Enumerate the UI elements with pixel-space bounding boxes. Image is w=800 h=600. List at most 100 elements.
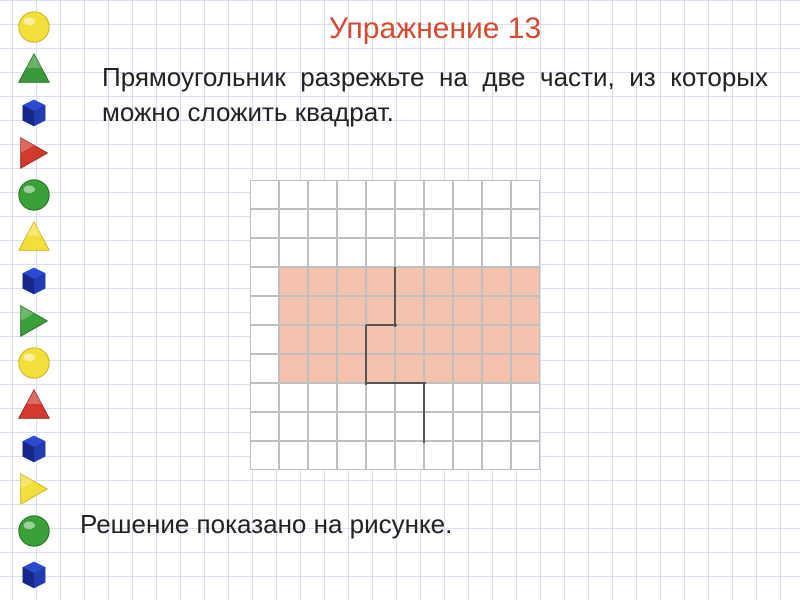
grid-cell	[308, 412, 337, 441]
circle-icon	[15, 512, 53, 550]
grid-cell	[337, 412, 366, 441]
problem-text: Прямоугольник разрежьте на две части, из…	[80, 46, 790, 130]
grid-cell	[337, 325, 366, 354]
grid-cell	[453, 180, 482, 209]
grid-cell	[482, 180, 511, 209]
grid-cell	[511, 180, 540, 209]
grid-cell	[308, 267, 337, 296]
grid-cell	[453, 383, 482, 412]
grid-cell	[308, 441, 337, 470]
triangle-up-icon	[15, 386, 53, 424]
grid-cell	[424, 209, 453, 238]
cut-line	[365, 325, 367, 385]
cube-icon	[15, 428, 53, 466]
grid-cell	[337, 441, 366, 470]
grid-cell	[366, 238, 395, 267]
grid-cell	[337, 296, 366, 325]
grid-cell	[250, 238, 279, 267]
grid-cell	[250, 325, 279, 354]
grid-cell	[482, 238, 511, 267]
grid-cell	[511, 441, 540, 470]
grid-cell	[250, 267, 279, 296]
grid-cell	[424, 383, 453, 412]
grid-cell	[511, 354, 540, 383]
triangle-up-icon	[15, 50, 53, 88]
grid-cell	[337, 238, 366, 267]
grid-cell	[453, 267, 482, 296]
cube-icon	[15, 554, 53, 592]
grid-cell	[395, 354, 424, 383]
grid-cell	[337, 267, 366, 296]
grid-cell	[482, 412, 511, 441]
grid-cell	[308, 325, 337, 354]
grid-cell	[250, 296, 279, 325]
grid-cell	[424, 325, 453, 354]
grid-cell	[424, 180, 453, 209]
grid-cell	[366, 412, 395, 441]
grid-cell	[279, 412, 308, 441]
grid-cell	[366, 296, 395, 325]
grid-cell	[279, 441, 308, 470]
grid-cell	[511, 296, 540, 325]
grid-cell	[511, 238, 540, 267]
grid-cell	[250, 180, 279, 209]
grid-cell	[424, 238, 453, 267]
grid-cell	[366, 325, 395, 354]
grid-cell	[308, 180, 337, 209]
grid-cell	[395, 383, 424, 412]
circle-icon	[15, 8, 53, 46]
grid-cell	[395, 325, 424, 354]
grid-cell	[250, 441, 279, 470]
grid-cell	[395, 441, 424, 470]
triangle-right-icon	[15, 134, 53, 172]
grid-cell	[250, 383, 279, 412]
page-title: Упражнение 13	[80, 0, 790, 46]
grid-cell	[279, 209, 308, 238]
grid-cell	[482, 209, 511, 238]
grid-cell	[279, 238, 308, 267]
grid-cell	[424, 354, 453, 383]
grid-cell	[453, 325, 482, 354]
grid-cell	[395, 238, 424, 267]
grid-cell	[453, 296, 482, 325]
grid-cell	[424, 441, 453, 470]
grid-cell	[366, 354, 395, 383]
grid-cell	[308, 238, 337, 267]
grid-cell	[482, 325, 511, 354]
grid-cell	[366, 180, 395, 209]
grid-cell	[279, 325, 308, 354]
cut-line	[423, 383, 425, 443]
solution-caption: Решение показано на рисунке.	[80, 509, 452, 540]
grid-cell	[279, 354, 308, 383]
grid-cell	[366, 441, 395, 470]
grid-cell	[250, 209, 279, 238]
grid-cell	[250, 354, 279, 383]
grid-cell	[511, 383, 540, 412]
grid-cell	[337, 383, 366, 412]
triangle-up-icon	[15, 218, 53, 256]
grid-cell	[395, 209, 424, 238]
grid-cell	[337, 209, 366, 238]
grid-cell	[453, 238, 482, 267]
grid-cell	[366, 209, 395, 238]
circle-icon	[15, 176, 53, 214]
grid-cell	[424, 412, 453, 441]
content-area: Упражнение 13 Прямоугольник разрежьте на…	[80, 0, 790, 600]
grid-cell	[511, 325, 540, 354]
grid-cell	[511, 209, 540, 238]
triangle-right-icon	[15, 470, 53, 508]
shape-strip	[0, 0, 68, 600]
circle-icon	[15, 344, 53, 382]
grid-cell	[308, 296, 337, 325]
grid-cell	[366, 383, 395, 412]
grid-cell	[453, 354, 482, 383]
grid-cell	[395, 180, 424, 209]
grid-cell	[424, 296, 453, 325]
grid-cell	[482, 296, 511, 325]
grid-cell	[482, 441, 511, 470]
grid-cell	[279, 383, 308, 412]
cut-line	[394, 267, 396, 327]
grid-cell	[482, 383, 511, 412]
grid-cell	[279, 296, 308, 325]
grid-cell	[453, 412, 482, 441]
